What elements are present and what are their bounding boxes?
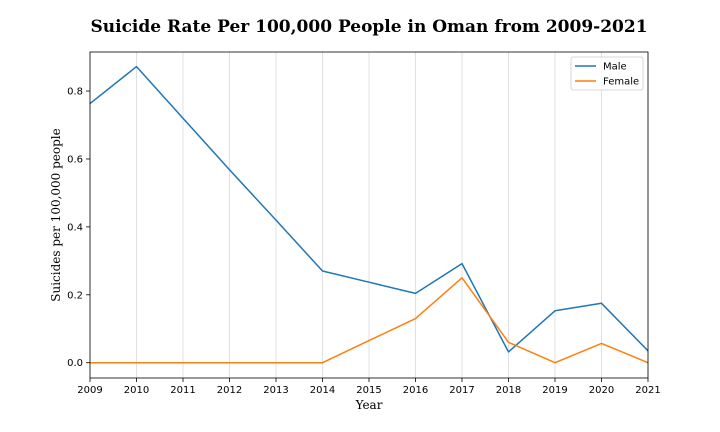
legend-label-male: Male [603,62,627,73]
x-tick-label-7: 2016 [403,385,428,396]
series-lines [89,65,649,364]
x-tick-label-6: 2015 [356,385,381,396]
x-tick-label-9: 2018 [496,385,521,396]
y-axis-ticks: 0.0 0.2 0.4 0.6 0.8 [67,87,90,369]
series-line-female [90,277,649,364]
x-tick-label-11: 2020 [589,385,614,396]
chart-title: Suicide Rate Per 100,000 People in Oman … [90,17,647,37]
y-tick-label-1: 0.2 [67,290,83,301]
y-tick-label-2: 0.4 [67,222,83,233]
y-tick-label-3: 0.6 [67,154,83,165]
x-tick-label-1: 2010 [124,385,149,396]
x-axis-ticks: 2009 2010 2011 2012 2013 2014 2015 2016 2017 2018… [77,378,661,396]
x-tick-label-5: 2014 [310,385,335,396]
y-axis-label: Suicides per 100,000 people [49,128,63,302]
x-tick-label-4: 2013 [263,385,288,396]
x-tick-label-0: 2009 [77,385,102,396]
legend: Male Female [570,56,644,91]
y-tick-label-4: 0.8 [67,87,83,98]
x-tick-label-8: 2017 [449,385,474,396]
gridlines [89,52,649,378]
series-line-male [89,65,649,353]
legend-label-female: Female [603,77,639,88]
x-tick-label-10: 2019 [542,385,567,396]
x-axis-label: Year [355,398,383,412]
y-tick-label-0: 0.0 [67,358,83,369]
x-tick-label-12: 2021 [635,385,660,396]
x-tick-label-3: 2012 [217,385,242,396]
x-tick-label-2: 2011 [170,385,195,396]
